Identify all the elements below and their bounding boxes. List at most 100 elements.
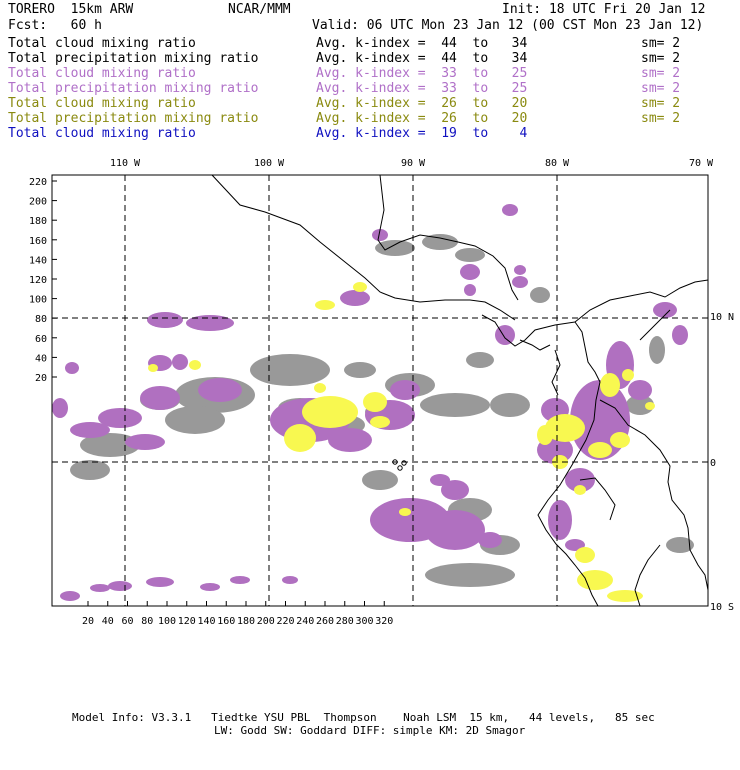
cloud-patch xyxy=(70,422,110,438)
cloud-patch xyxy=(455,248,485,262)
field-name: Total precipitation mixing ratio xyxy=(8,51,259,66)
x-tick-label: 260 xyxy=(316,616,334,627)
cloud-patch xyxy=(512,276,528,288)
cloud-patch xyxy=(65,362,79,374)
x-tick-label: 80 xyxy=(141,616,153,627)
field-smoothing: sm= 2 xyxy=(641,66,681,81)
cloud-patch xyxy=(425,510,485,550)
coastline xyxy=(377,174,519,301)
cloud-patch xyxy=(672,325,688,345)
cloud-patch xyxy=(490,393,530,417)
cloud-patch xyxy=(302,396,358,428)
x-tick-label: 200 xyxy=(257,616,275,627)
cloud-patch xyxy=(189,360,201,370)
cloud-patch xyxy=(390,380,420,400)
cloud-patch xyxy=(464,284,476,296)
cloud-patch xyxy=(70,460,110,480)
cloud-patch xyxy=(610,432,630,448)
x-tick-label: 160 xyxy=(217,616,235,627)
valid-time: Valid: 06 UTC Mon 23 Jan 12 (00 CST Mon … xyxy=(312,18,704,33)
cloud-patch xyxy=(362,470,398,490)
field-name: Total precipitation mixing ratio xyxy=(8,111,259,126)
coastline xyxy=(537,321,601,607)
y-tick-label: 140 xyxy=(29,255,47,266)
field-kindex: Avg. k-index = 26 to 20 xyxy=(316,111,528,126)
field-name: Total cloud mixing ratio xyxy=(8,36,196,51)
lon-label: 70 W xyxy=(689,158,714,169)
field-kindex: Avg. k-index = 44 to 34 xyxy=(316,51,528,66)
cloud-patch xyxy=(478,532,502,548)
physics-info: LW: Godd SW: Goddard DIFF: simple KM: 2D… xyxy=(214,724,526,737)
field-smoothing: sm= 2 xyxy=(641,36,681,51)
lon-label: 90 W xyxy=(401,158,426,169)
cloud-patch xyxy=(441,480,469,500)
init-time: Init: 18 UTC Fri 20 Jan 12 xyxy=(502,2,706,17)
cloud-patch xyxy=(649,336,665,364)
x-axis-ticks: 20 40 60 80 100 120 140 160 180 200 220 240 260 280 30… xyxy=(82,601,393,627)
cloud-patch xyxy=(284,424,316,452)
cloud-patch xyxy=(460,264,480,280)
field-smoothing: sm= 2 xyxy=(641,51,681,66)
cloud-patch xyxy=(363,392,387,412)
x-tick-label: 280 xyxy=(336,616,354,627)
field-smoothing: sm= 2 xyxy=(641,111,681,126)
x-tick-label: 60 xyxy=(121,616,133,627)
cloud-patch xyxy=(626,395,654,415)
y-tick-label: 20 xyxy=(35,373,47,384)
cloud-patch xyxy=(52,398,68,418)
coastline xyxy=(634,544,661,607)
cloud-patch xyxy=(399,508,411,516)
field-name: Total cloud mixing ratio xyxy=(8,66,196,81)
y-tick-label: 120 xyxy=(29,275,47,286)
cloud-patch xyxy=(60,591,80,601)
cloud-patch xyxy=(98,408,142,428)
field-name: Total cloud mixing ratio xyxy=(8,126,196,141)
cloud-patch xyxy=(425,563,515,587)
coastline xyxy=(574,279,709,323)
coastline xyxy=(599,399,709,591)
x-tick-label: 240 xyxy=(296,616,314,627)
cloud-patch xyxy=(565,539,585,551)
cloud-patch xyxy=(353,282,367,292)
lon-label: 100 W xyxy=(254,158,285,169)
cloud-patch xyxy=(230,576,250,584)
island xyxy=(401,460,407,466)
cloud-patch xyxy=(653,302,677,318)
cloud-patch xyxy=(165,406,225,434)
cloud-patch xyxy=(607,590,643,602)
cloud-patch xyxy=(344,362,376,378)
coastline xyxy=(551,349,561,396)
cloud-patch xyxy=(172,354,188,370)
model-title: TORERO 15km ARW xyxy=(8,2,134,17)
x-tick-label: 120 xyxy=(178,616,196,627)
field-row: Total precipitation mixing ratio Avg. k-i… xyxy=(8,111,738,126)
y-tick-label: 40 xyxy=(35,353,47,364)
field-name: Total cloud mixing ratio xyxy=(8,96,196,111)
cloud-patch xyxy=(282,576,298,584)
lat-label: 10 N xyxy=(710,312,734,323)
cloud-patch xyxy=(200,583,220,591)
field-kindex: Avg. k-index = 26 to 20 xyxy=(316,96,528,111)
cloud-patch xyxy=(372,229,388,241)
field-row: Total cloud mixing ratio Avg. k-index = 4… xyxy=(8,36,738,51)
cloud-patch xyxy=(548,500,572,540)
cloud-patch xyxy=(146,577,174,587)
cloud-patch xyxy=(495,325,515,345)
field-kindex: Avg. k-index = 33 to 25 xyxy=(316,81,528,96)
cloud-patch xyxy=(315,300,335,310)
cloud-patch xyxy=(622,369,634,381)
cloud-patch xyxy=(90,584,110,592)
cloud-patch xyxy=(666,537,694,553)
field-smoothing: sm= 2 xyxy=(641,96,681,111)
y-tick-label: 80 xyxy=(35,314,47,325)
cloud-patch xyxy=(250,354,330,386)
coastline xyxy=(481,314,576,347)
y-axis-ticks: 220 200 180 160 140 120 100 80 60 40 20 xyxy=(29,177,57,384)
x-tick-label: 180 xyxy=(237,616,255,627)
cloud-patch xyxy=(108,581,132,591)
lon-label: 80 W xyxy=(545,158,570,169)
cloud-patch xyxy=(430,474,450,486)
y-tick-label: 160 xyxy=(29,236,47,247)
x-tick-label: 140 xyxy=(197,616,215,627)
cloud-patch xyxy=(328,428,372,452)
